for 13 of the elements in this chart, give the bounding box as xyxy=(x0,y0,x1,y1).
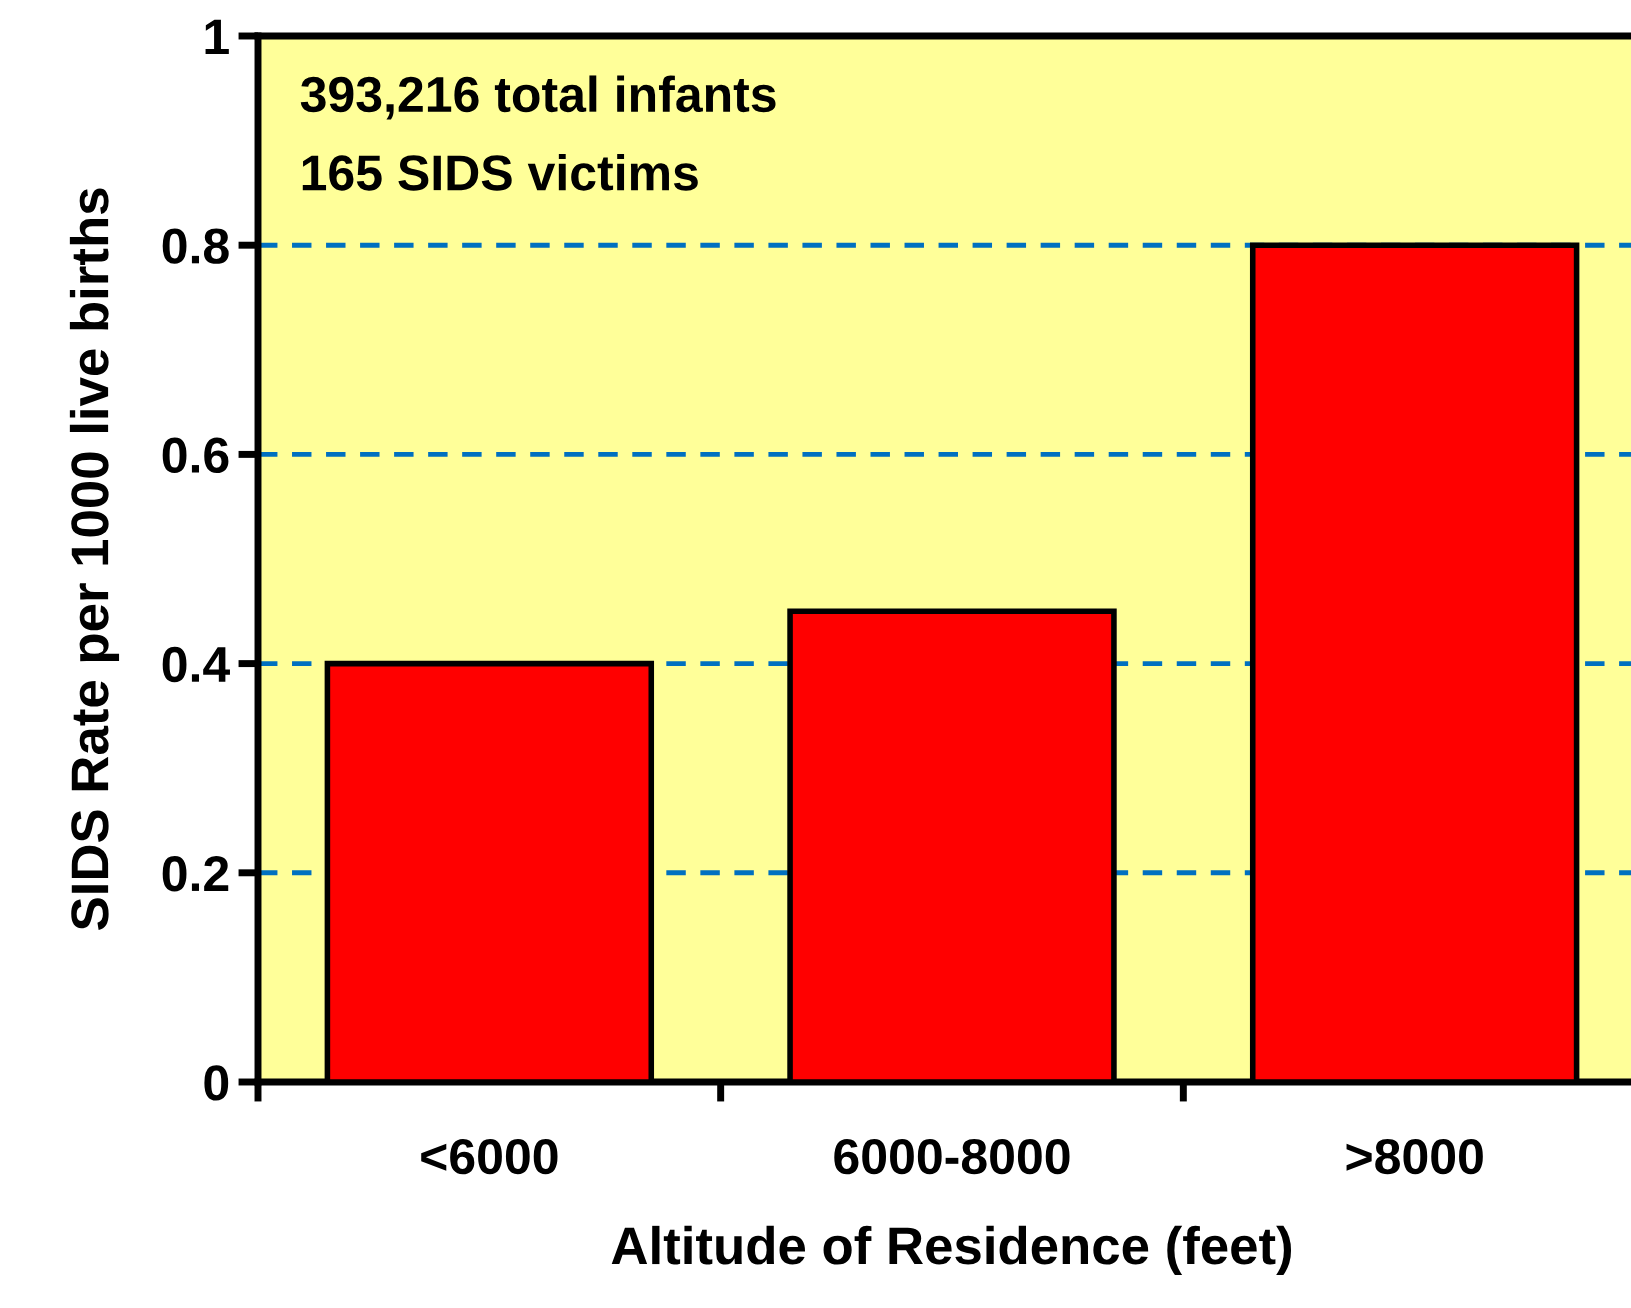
x-tick-label: 6000-8000 xyxy=(834,1138,1070,1175)
x-tick-label: <6000 xyxy=(421,1138,558,1175)
x-axis-title: Altitude of Residence (feet) xyxy=(611,1225,1292,1276)
y-axis-title: SIDS Rate per 1000 live births xyxy=(69,188,120,930)
x-tick-label: >8000 xyxy=(1346,1138,1483,1175)
annotation: 165 SIDS victims xyxy=(302,153,698,191)
annotation: 393,216 total infants xyxy=(300,75,776,120)
y-tick-label: 1 xyxy=(205,19,229,55)
y-tick-label: 0.2 xyxy=(162,856,229,892)
y-tick-label: 0.8 xyxy=(162,228,229,264)
y-tick-label: 0.6 xyxy=(162,437,229,474)
y-tick-label: 0.4 xyxy=(162,646,230,683)
y-tick-label: 0 xyxy=(204,1065,229,1101)
